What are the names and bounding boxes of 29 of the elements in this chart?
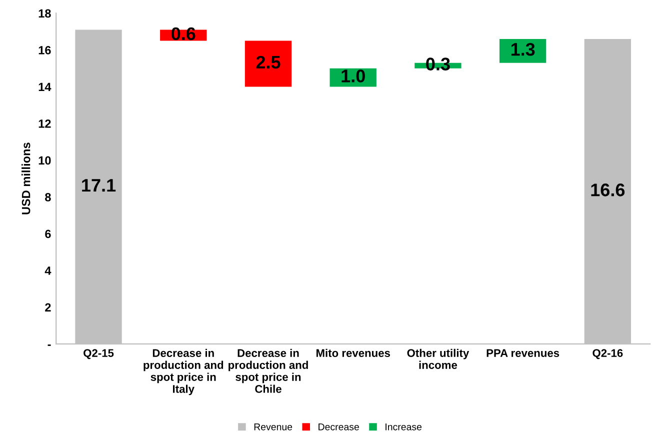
x-tick-label: Decrease in production and spot price in Chile (228, 348, 308, 393)
data-label: 2.5 (256, 56, 280, 69)
bar (499, 38, 546, 63)
x-tick-label: Decrease in production and spot price in Italy (144, 348, 224, 396)
y-tick-label: 14 (38, 82, 52, 92)
y-tick-label: 10 (38, 156, 51, 165)
y-tick-label: 18 (38, 9, 51, 18)
x-tick-label: Q2-16 (592, 349, 623, 360)
y-tick-label: 16 (38, 46, 51, 54)
x-tick-label: Other utility income (407, 348, 470, 369)
y-tick-label: 12 (38, 120, 51, 128)
legend-label: Revenue (254, 424, 292, 430)
bar (244, 40, 292, 87)
data-label: 17.1 (82, 179, 116, 192)
y-tick-label: - (48, 344, 51, 346)
x-tick-label: Mito revenues (316, 348, 390, 358)
data-label: 16.6 (591, 184, 625, 196)
legend-label: Increase (386, 424, 422, 430)
data-label: 0.6 (172, 27, 196, 40)
y-tick-label: 2 (45, 303, 51, 312)
y-tick-label: 4 (44, 266, 52, 275)
y-tick-label: 8 (45, 193, 51, 202)
legend-label: Decrease (318, 424, 359, 430)
y-axis-title: USD millions (22, 142, 30, 214)
data-label: 1.3 (511, 42, 535, 56)
x-tick-label: Q2-15 (84, 349, 114, 360)
data-label: 1.0 (342, 70, 365, 82)
x-tick-label: PPA revenues (486, 349, 560, 358)
y-tick-label: 6 (45, 230, 51, 238)
